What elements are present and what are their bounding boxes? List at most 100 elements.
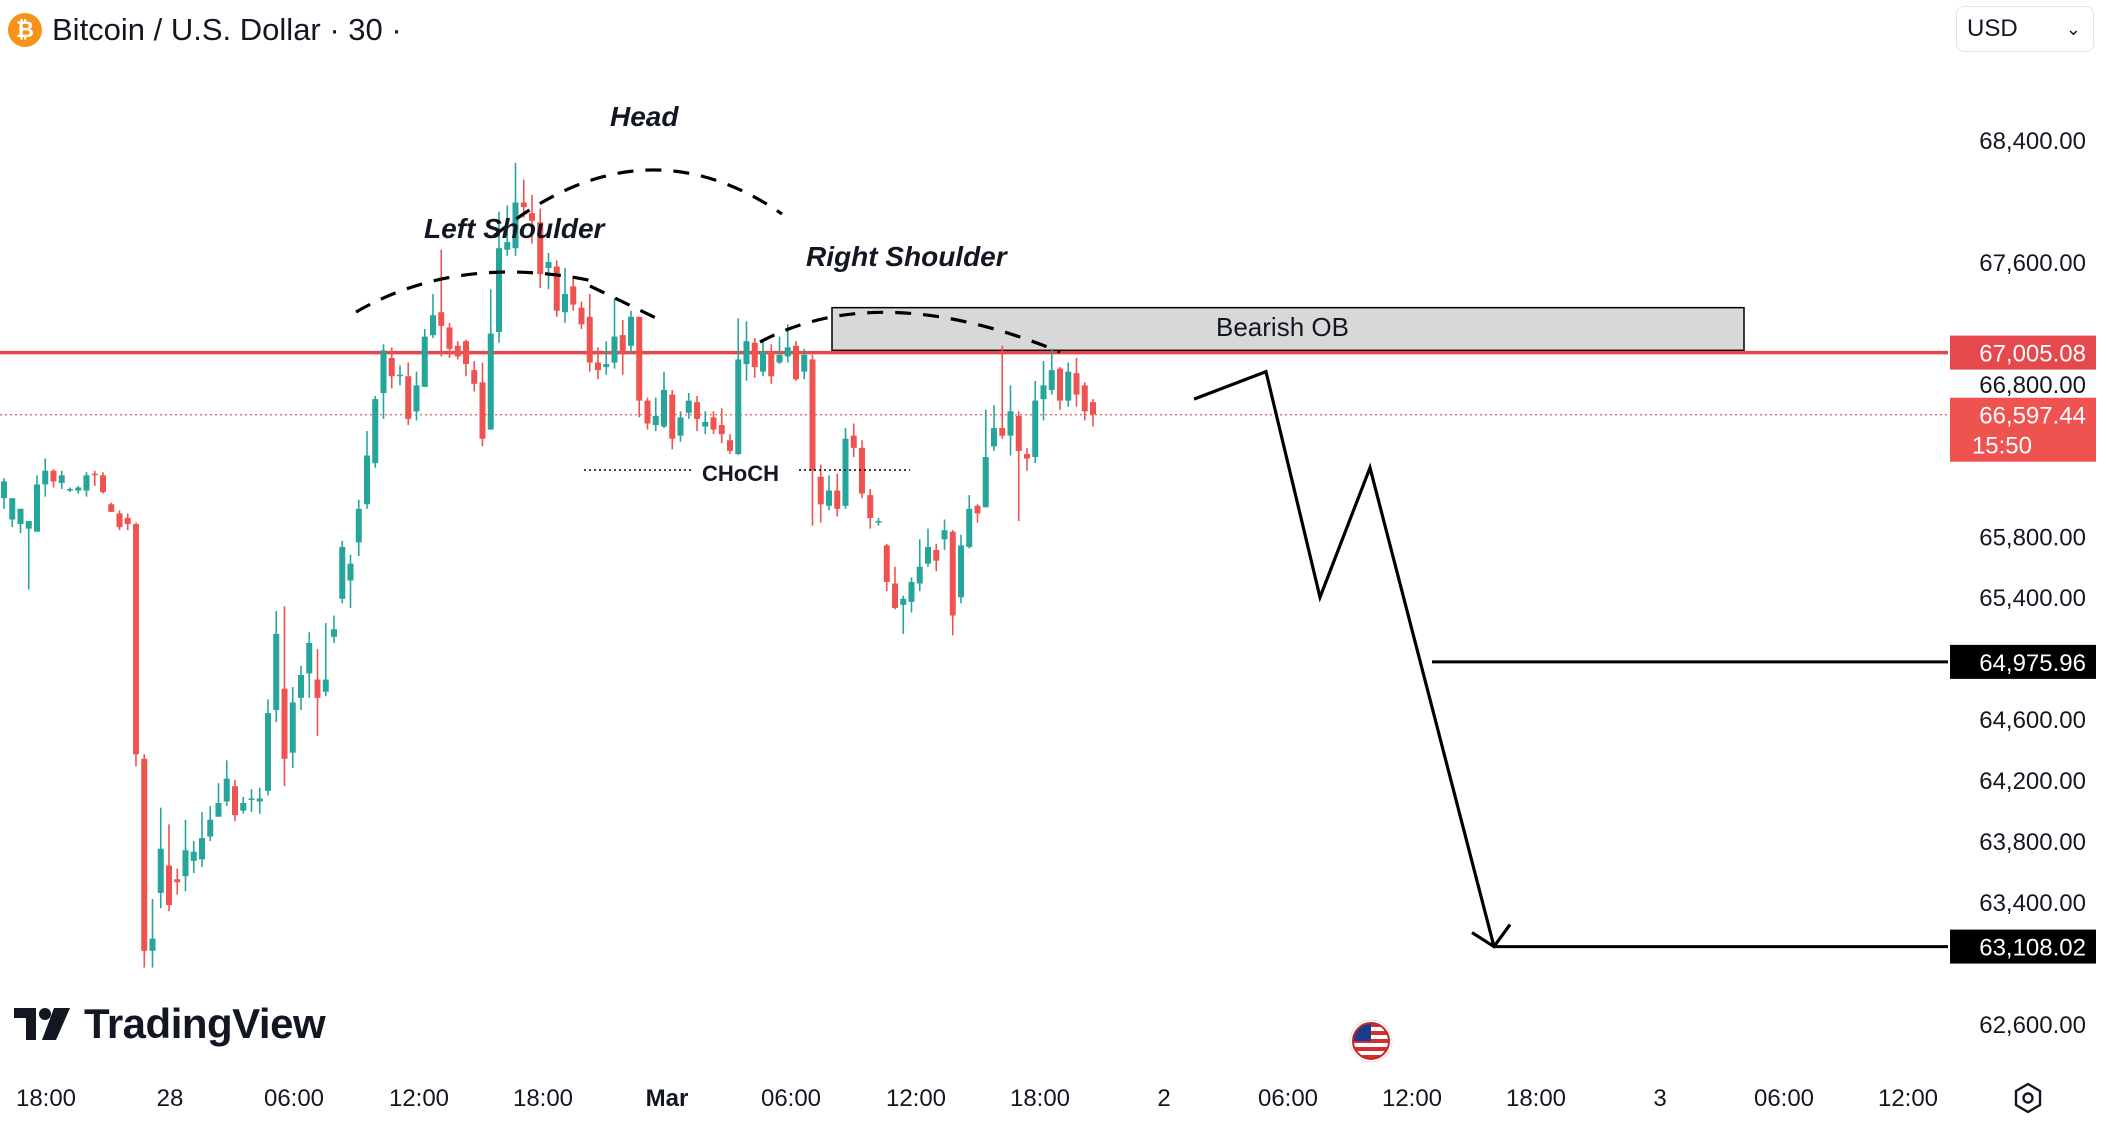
candle (116, 510, 123, 531)
candle-body (496, 248, 502, 333)
symbol-title[interactable]: Bitcoin / U.S. Dollar · 30 · (52, 12, 402, 47)
x-axis[interactable]: 18:00 28 06:00 12:00 18:00 Mar 06:00 12:00 18:00… (16, 1085, 1938, 1112)
choch-label: CHoCH (702, 461, 779, 486)
x-tick-label: 18:00 (16, 1085, 76, 1112)
candle-body (644, 400, 651, 424)
candle-body (463, 341, 469, 365)
x-tick-label: 12:00 (1382, 1085, 1442, 1112)
candles (1, 162, 1096, 968)
candle-body (867, 495, 874, 518)
candle (75, 485, 82, 494)
candle-body (743, 341, 750, 365)
candle-body (875, 521, 882, 523)
candle-body (933, 549, 940, 561)
left-shoulder-label: Left Shoulder (424, 213, 607, 244)
candle-body (941, 530, 948, 540)
candle-body (1032, 400, 1039, 458)
candle-body (669, 394, 676, 439)
y-tick-label: 66,800.00 (1979, 372, 2086, 399)
resistance-price-text: 67,005.08 (1979, 341, 2086, 368)
candle-body (413, 385, 420, 412)
bitcoin-icon: ₿ (8, 13, 42, 47)
candle (578, 301, 585, 329)
candle-body (388, 357, 395, 377)
candle-body (133, 524, 139, 755)
candle-body (809, 359, 816, 471)
candle-body (974, 505, 981, 514)
x-tick-label: 18:00 (1010, 1085, 1070, 1112)
candle-body (355, 508, 362, 543)
candle-body (768, 351, 775, 377)
currency-select[interactable]: USD ⌄ (1956, 6, 2094, 52)
candle (776, 336, 783, 365)
us-flag-icon[interactable] (1349, 1019, 1393, 1063)
annotations: Head Left Shoulder Right Shoulder CHoCH Bear… (424, 101, 1349, 486)
candle (207, 806, 214, 842)
candle-body (166, 865, 172, 906)
candle (1040, 361, 1047, 421)
candle (562, 268, 568, 323)
candle-body (652, 415, 659, 426)
symbol-header[interactable]: ₿ Bitcoin / U.S. Dollar · 30 · (8, 8, 402, 52)
candle (677, 411, 684, 442)
candle (17, 508, 24, 534)
countdown-text: 15:50 (1972, 433, 2032, 460)
candle-body (999, 428, 1006, 436)
candle (826, 475, 832, 511)
candle (479, 362, 486, 447)
candle-body (900, 598, 907, 605)
candle-body (603, 364, 610, 368)
y-tick-label: 63,400.00 (1979, 890, 2086, 917)
x-tick-label: 12:00 (389, 1085, 449, 1112)
candle (958, 534, 964, 604)
candle-body (17, 508, 24, 525)
candle (1007, 385, 1014, 456)
candle (108, 502, 115, 512)
candle (83, 472, 90, 497)
candle-body (850, 435, 857, 448)
y-axis[interactable]: 68,400.00 67,600.00 66,800.00 65,800.00 65,4… (1979, 128, 2086, 1039)
candle (892, 566, 898, 610)
candle (100, 472, 106, 494)
candle-body (306, 642, 313, 674)
candle-body (487, 333, 494, 430)
candle (42, 458, 49, 497)
candle-body (1081, 385, 1088, 412)
candle-body (512, 202, 519, 249)
tradingview-logo[interactable]: TradingView (14, 1000, 326, 1048)
candle-body (677, 417, 684, 436)
candle (91, 470, 98, 486)
candle-body (842, 438, 849, 506)
candle-body (438, 312, 445, 326)
candle (141, 754, 148, 968)
candle-body (75, 487, 82, 491)
candle (974, 504, 981, 523)
candle-body (108, 504, 115, 512)
candle (454, 341, 461, 360)
last-price-tag (1950, 397, 2096, 462)
projection-path (1193, 369, 1512, 949)
candle-body (735, 359, 742, 454)
candle-body (1007, 411, 1014, 436)
y-tick-label: 64,200.00 (1979, 768, 2086, 795)
candle (347, 554, 354, 608)
candle (215, 783, 222, 817)
candle-body (248, 798, 255, 800)
candle (133, 522, 139, 767)
candle-body (190, 851, 197, 861)
candle (157, 807, 164, 909)
candle-body (595, 362, 601, 371)
candle (537, 208, 544, 288)
candle-body (479, 382, 486, 439)
candle (405, 362, 412, 426)
candle-body (331, 629, 337, 637)
candle-body (1073, 373, 1080, 395)
candle (9, 498, 16, 528)
candle-body (58, 475, 65, 483)
settings-icon[interactable] (2010, 1080, 2046, 1116)
candle (949, 530, 956, 636)
candle-body (298, 674, 304, 698)
logo-text: TradingView (84, 1000, 326, 1047)
candle (545, 252, 552, 290)
